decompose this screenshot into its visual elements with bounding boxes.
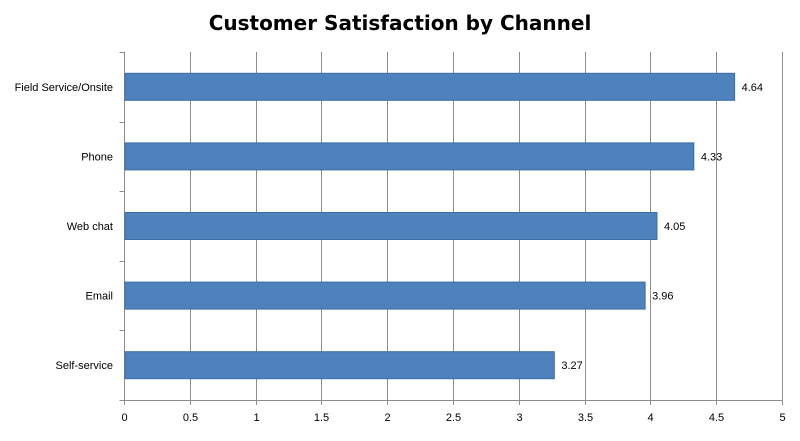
data-label: 4.05 — [664, 221, 685, 233]
x-tick-label: 2 — [384, 412, 390, 424]
x-tick-label: 1.5 — [314, 412, 329, 424]
x-tick-label: 5 — [779, 412, 785, 424]
chart-title: Customer Satisfaction by Channel — [209, 11, 592, 35]
x-tick-label: 4.5 — [709, 412, 724, 424]
x-tick-label: 0 — [121, 412, 127, 424]
data-label: 3.27 — [561, 360, 582, 372]
category-label: Web chat — [67, 221, 113, 233]
labels: 0 0.5 1 1.5 2 2.5 3 3.5 4 4.5 5 Field Service/Onsit… — [15, 82, 786, 424]
category-label: Self-service — [56, 360, 113, 372]
x-tick-label: 3 — [516, 412, 522, 424]
bar-self-service — [124, 351, 555, 380]
data-label: 4.64 — [742, 82, 763, 94]
data-label: 3.96 — [652, 291, 673, 303]
x-tick-label: 3.5 — [578, 412, 593, 424]
x-tick-label: 0.5 — [183, 412, 198, 424]
bar-web-chat — [124, 212, 658, 240]
x-tick-label: 2.5 — [446, 412, 461, 424]
data-label: 4.33 — [701, 151, 722, 163]
category-label: Phone — [81, 151, 113, 163]
bar-email — [124, 281, 646, 310]
x-tick-label: 4 — [647, 412, 653, 424]
category-label: Field Service/Onsite — [15, 82, 113, 94]
bar-field-service-onsite — [124, 72, 736, 101]
x-tick-label: 1 — [253, 412, 259, 424]
category-label: Email — [85, 291, 113, 303]
bars — [124, 72, 736, 380]
bar-phone — [124, 142, 695, 171]
